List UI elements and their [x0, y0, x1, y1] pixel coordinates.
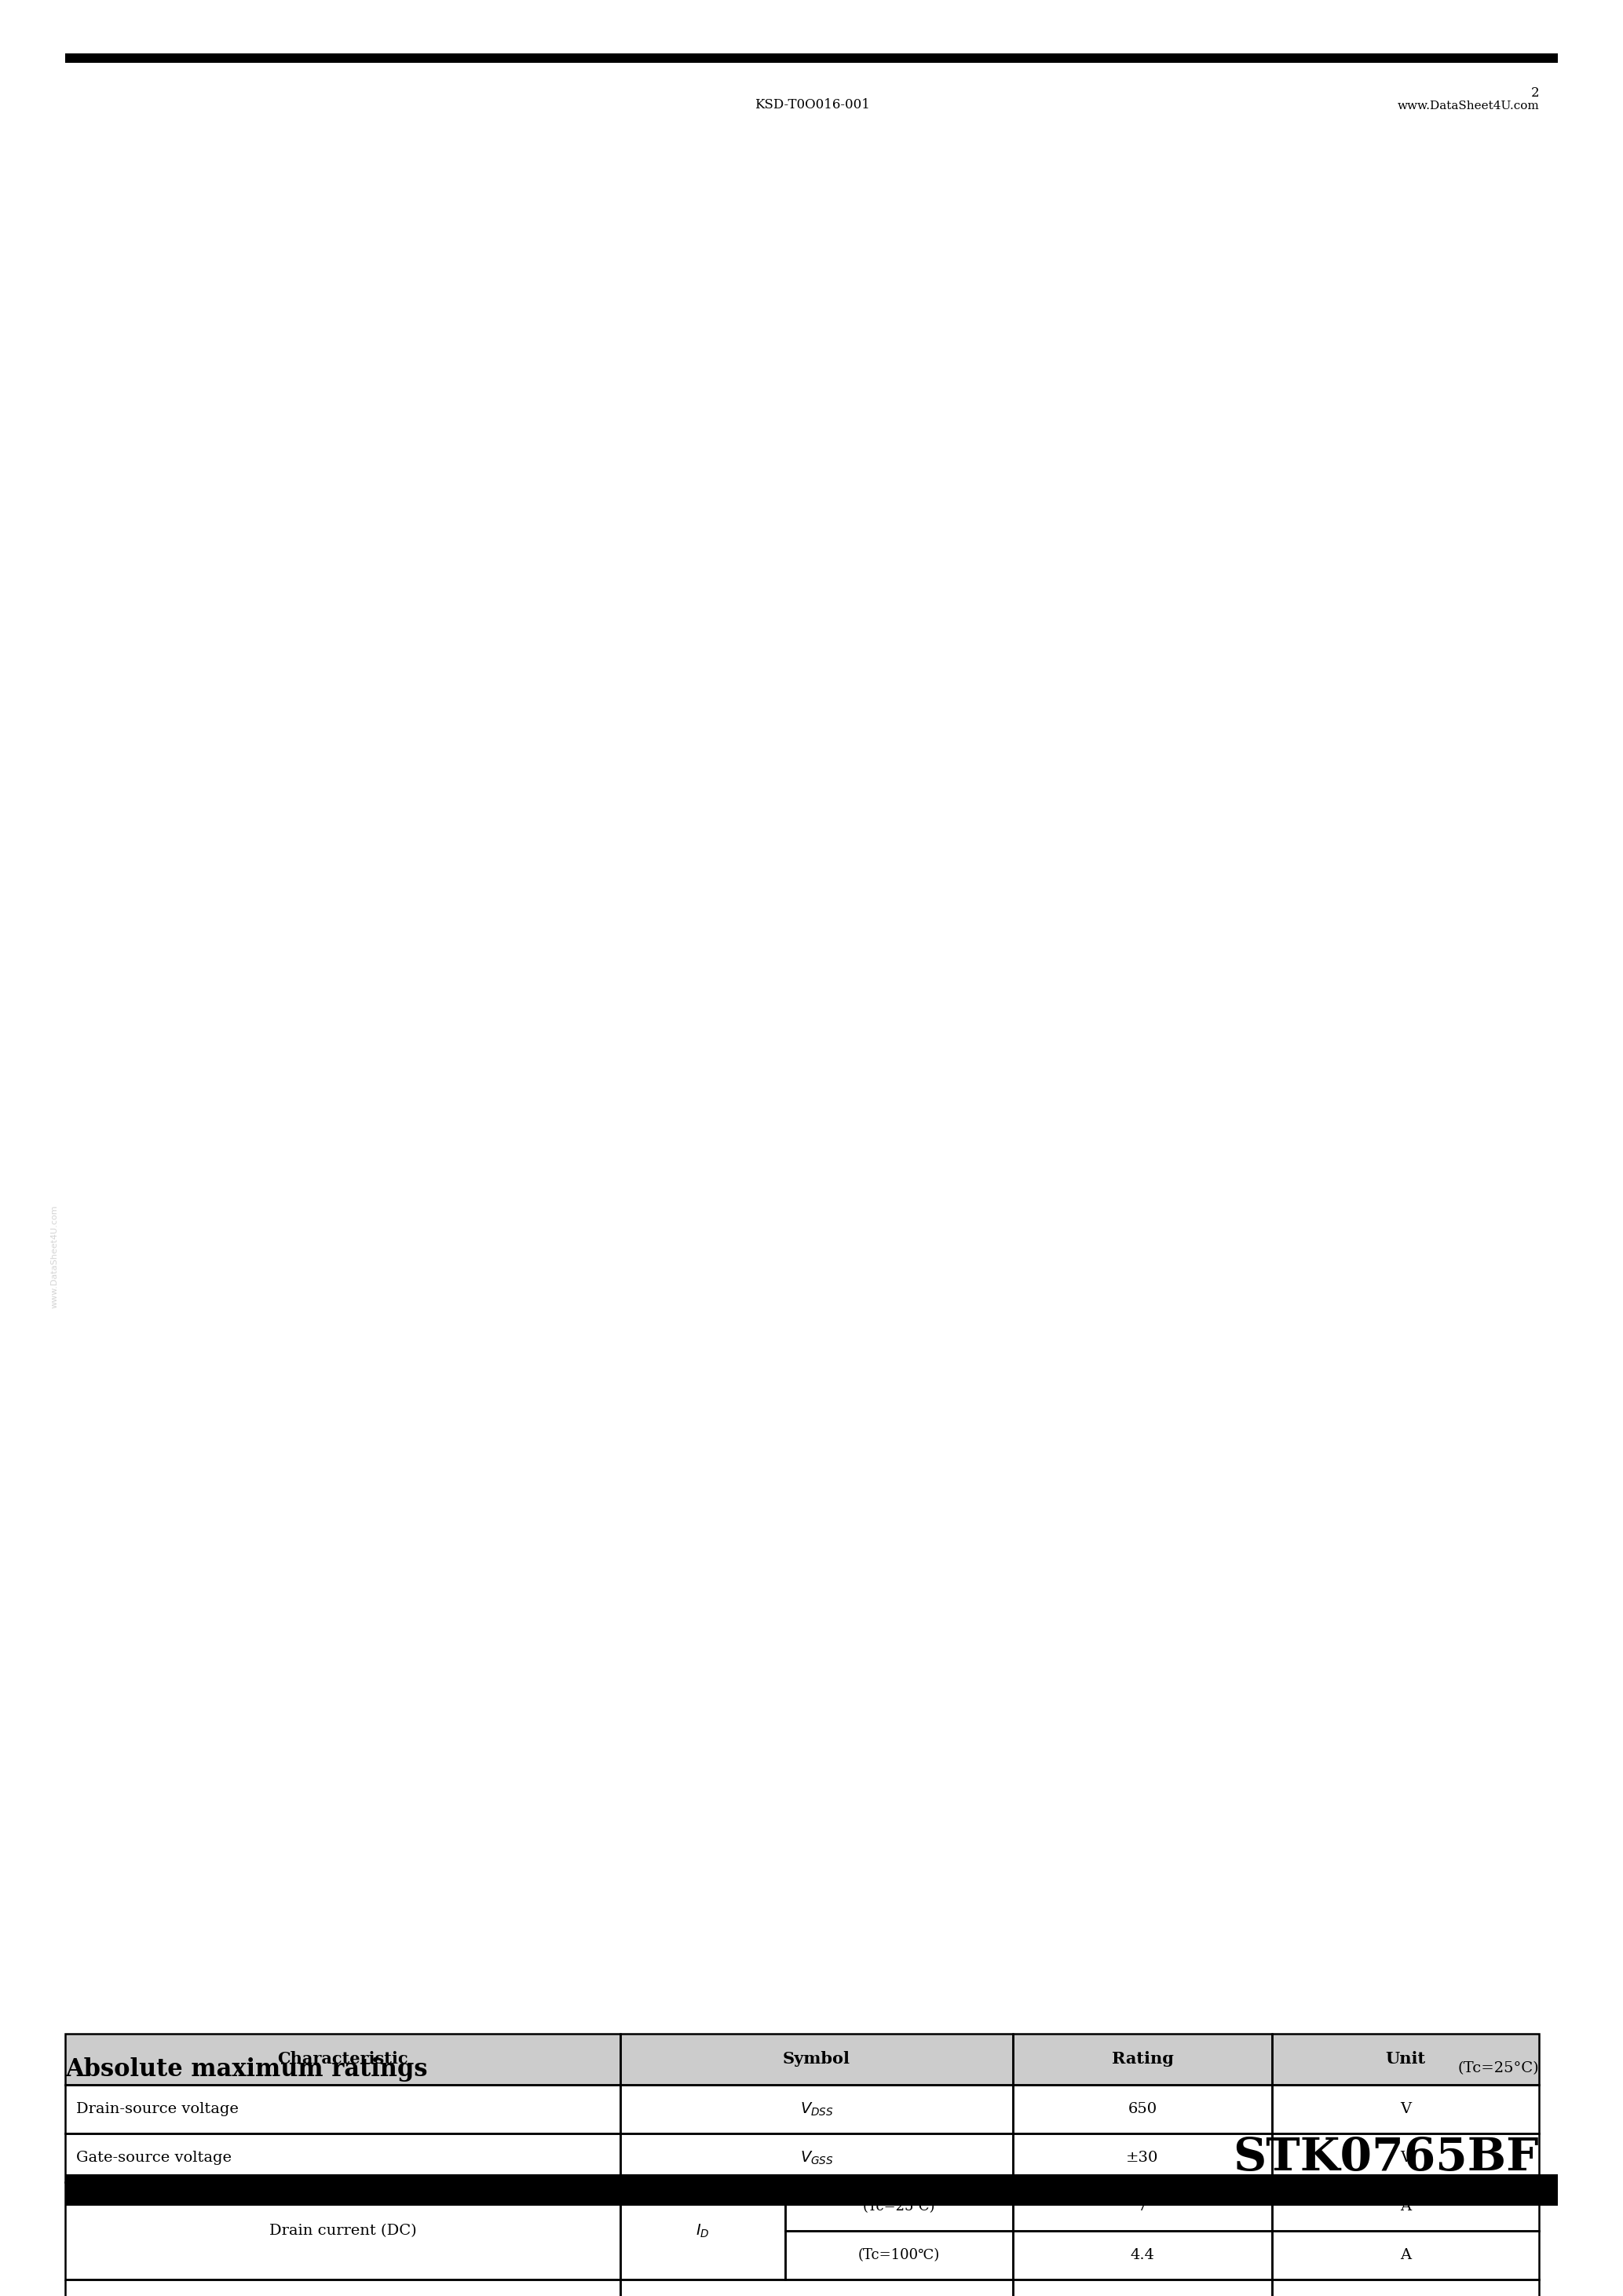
Text: (Tc=25°C): (Tc=25°C): [1457, 2062, 1539, 2076]
Bar: [65, 2034, 620, 2085]
Bar: [1013, 2181, 1272, 2232]
Bar: [1272, 2280, 1539, 2296]
Bar: [1013, 2034, 1272, 2085]
Text: KSD-T0O016-001: KSD-T0O016-001: [755, 99, 870, 113]
Bar: [1272, 2232, 1539, 2280]
Text: V: V: [1401, 2151, 1410, 2165]
Bar: [620, 2034, 1013, 2085]
Bar: [65, 2280, 620, 2296]
Text: 7: 7: [1138, 2200, 1147, 2213]
Text: www.DataSheet4U.com: www.DataSheet4U.com: [1397, 101, 1539, 113]
Bar: [620, 2133, 1013, 2181]
Text: 650: 650: [1128, 2103, 1157, 2117]
Text: STK0765BF: STK0765BF: [1233, 2135, 1539, 2179]
Text: $V_{DSS}$: $V_{DSS}$: [800, 2101, 833, 2117]
Text: Drain-source voltage: Drain-source voltage: [76, 2103, 239, 2117]
Text: 2: 2: [1530, 87, 1539, 99]
Text: Symbol: Symbol: [782, 2050, 850, 2066]
Bar: [1272, 2133, 1539, 2181]
Bar: [65, 2034, 620, 2085]
Text: A: A: [1401, 2200, 1410, 2213]
Text: Unit: Unit: [1386, 2050, 1425, 2066]
Bar: [1272, 2085, 1539, 2133]
Bar: [1272, 2034, 1539, 2085]
Text: www.DataSheet4U.com: www.DataSheet4U.com: [50, 1205, 58, 1309]
Bar: [620, 2034, 1013, 2085]
Bar: [65, 2133, 620, 2181]
Text: 4.4: 4.4: [1130, 2248, 1154, 2262]
Text: (Tc=25℃): (Tc=25℃): [863, 2200, 935, 2213]
Bar: [1013, 2133, 1272, 2181]
Text: $V_{GSS}$: $V_{GSS}$: [800, 2149, 833, 2165]
Bar: [65, 2174, 1558, 2206]
Bar: [1272, 2181, 1539, 2232]
Bar: [1013, 2280, 1272, 2296]
Text: Characteristic: Characteristic: [278, 2050, 407, 2066]
Bar: [1013, 2232, 1272, 2280]
Text: (Tc=100℃): (Tc=100℃): [859, 2248, 940, 2262]
Text: Drain current (DC): Drain current (DC): [269, 2225, 417, 2239]
Text: V: V: [1401, 2103, 1410, 2117]
Text: A: A: [1401, 2248, 1410, 2262]
Bar: [1013, 2085, 1272, 2133]
Bar: [65, 53, 1558, 62]
Bar: [65, 2085, 620, 2133]
Bar: [65, 2181, 620, 2280]
Bar: [786, 2232, 1013, 2280]
Bar: [786, 2181, 1013, 2232]
Text: Absolute maximum ratings: Absolute maximum ratings: [65, 2057, 427, 2082]
Text: ±30: ±30: [1126, 2151, 1159, 2165]
Text: Rating: Rating: [1112, 2050, 1173, 2066]
Bar: [620, 2280, 1013, 2296]
Text: Gate-source voltage: Gate-source voltage: [76, 2151, 232, 2165]
Text: $I_{D}$: $I_{D}$: [696, 2223, 709, 2239]
Bar: [1272, 2034, 1539, 2085]
Bar: [1013, 2034, 1272, 2085]
Bar: [620, 2085, 1013, 2133]
Bar: [620, 2181, 786, 2280]
